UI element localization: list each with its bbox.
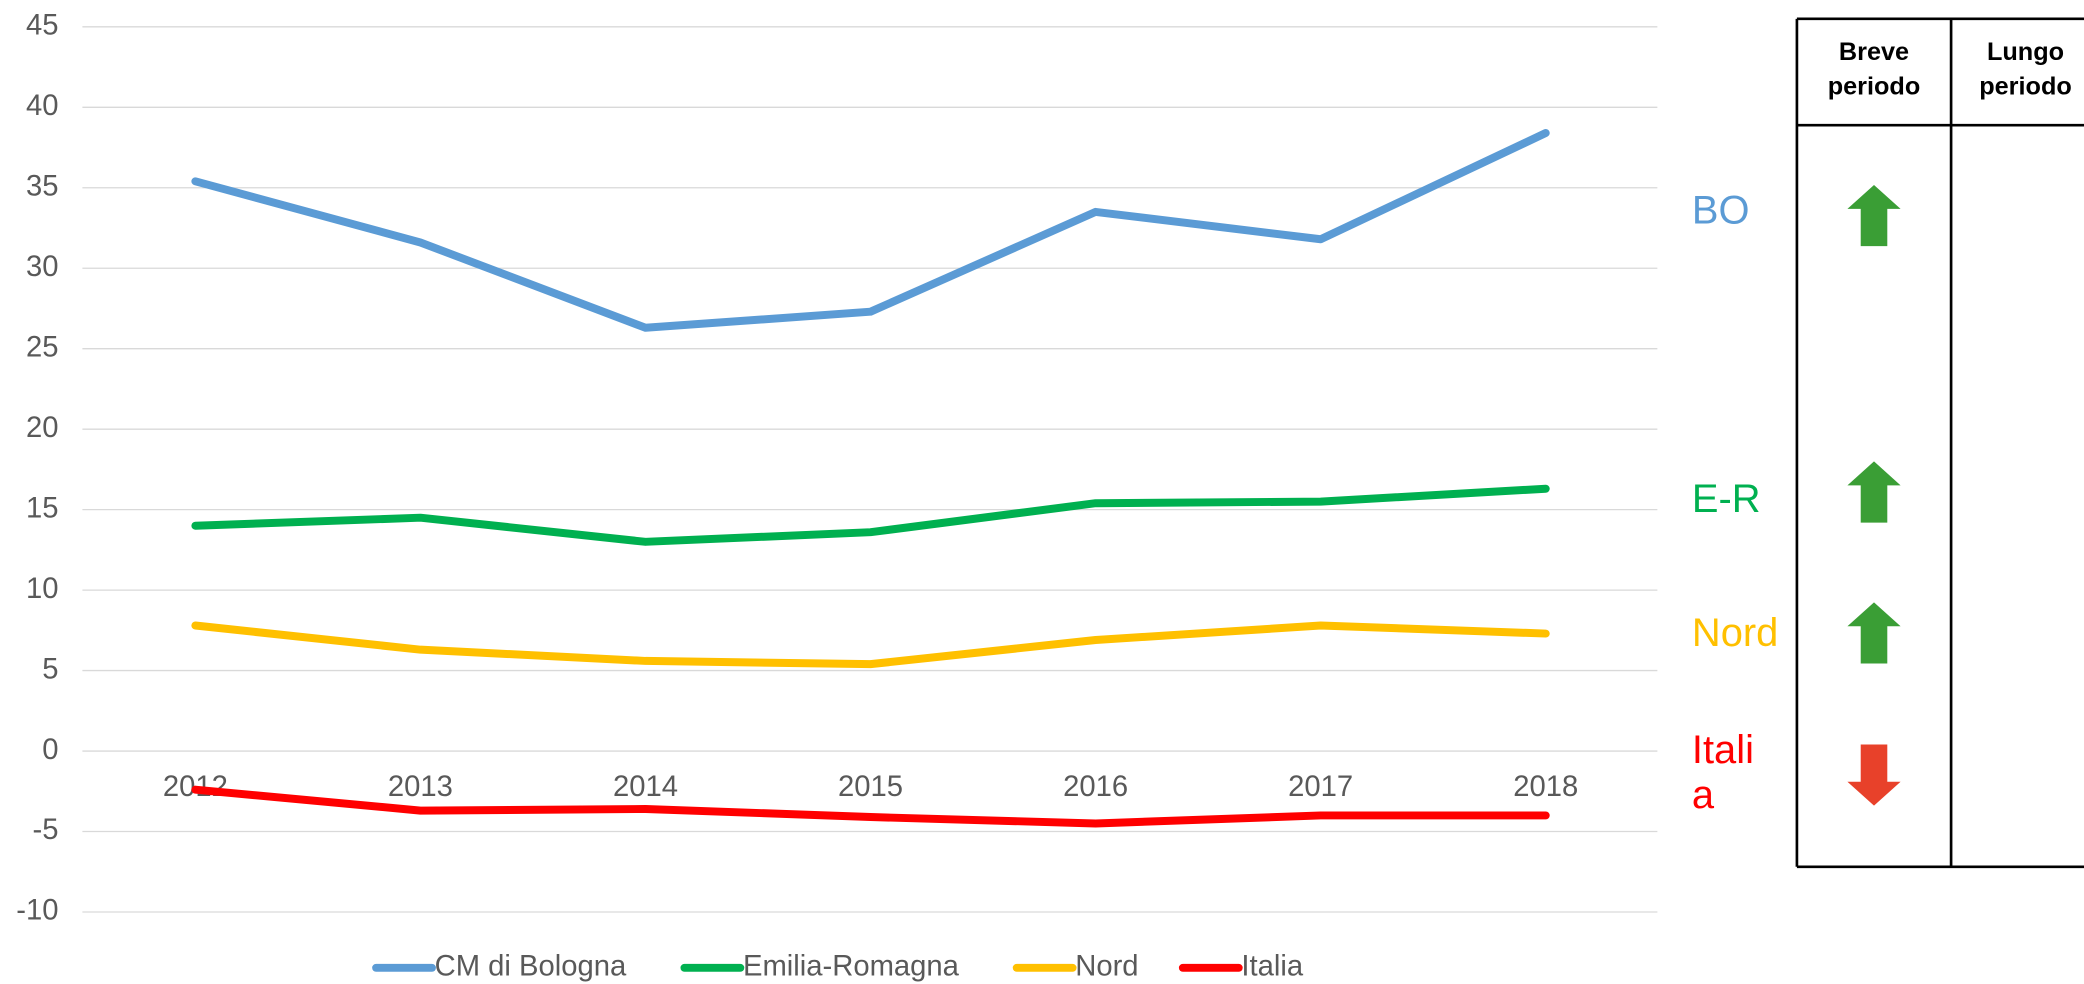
table-header: periodo (1979, 73, 2072, 101)
x-tick-label: 2015 (838, 771, 903, 803)
series-line (191, 785, 1550, 828)
legend-label: Italia (1241, 951, 1303, 983)
table-header: Lungo (1987, 38, 2064, 66)
y-tick-label: 40 (26, 90, 59, 122)
legend-label: CM di Bologna (435, 951, 627, 983)
row-label: Itali (1692, 728, 1754, 772)
series-line (191, 621, 1550, 669)
series-line (191, 484, 1550, 546)
y-tick-label: 20 (26, 412, 59, 444)
y-tick-label: 30 (26, 251, 59, 283)
x-tick-label: 2016 (1063, 771, 1128, 803)
row-label: Nord (1692, 611, 1778, 655)
row-label: E-R (1692, 477, 1761, 521)
legend-label: Nord (1075, 951, 1138, 983)
x-tick-label: 2017 (1288, 771, 1353, 803)
x-tick-label: 2013 (388, 771, 453, 803)
y-tick-label: 5 (42, 653, 58, 685)
x-tick-label: 2018 (1513, 771, 1578, 803)
y-tick-label: 15 (26, 492, 59, 524)
table-header: periodo (1828, 73, 1921, 101)
row-label: a (1692, 773, 1715, 817)
trend-arrow (1847, 602, 1901, 664)
y-tick-label: 45 (26, 10, 59, 42)
y-tick-label: 35 (26, 170, 59, 202)
trend-arrow (1847, 744, 1901, 806)
legend-label: Emilia-Romagna (743, 951, 960, 983)
trend-arrow (1847, 184, 1901, 247)
y-tick-label: -5 (32, 814, 58, 846)
y-tick-label: 0 (42, 734, 58, 766)
y-tick-label: 25 (26, 331, 59, 363)
series-line (191, 129, 1550, 332)
table-header: Breve (1839, 38, 1909, 66)
y-tick-label: -10 (16, 895, 58, 927)
trend-arrow (1847, 461, 1901, 523)
x-tick-label: 2014 (613, 771, 678, 803)
row-label: BO (1692, 188, 1750, 232)
y-tick-label: 10 (26, 573, 59, 605)
